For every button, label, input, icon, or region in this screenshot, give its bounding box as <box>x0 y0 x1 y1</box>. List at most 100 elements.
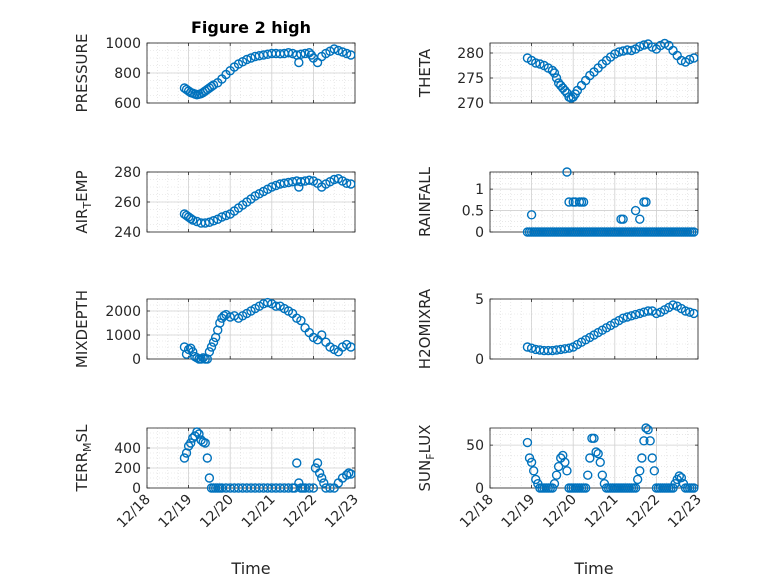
h2omixra-data-point <box>651 308 662 319</box>
terr-msl-x-tick-label: 12/21 <box>239 492 279 532</box>
terr-msl-x-tick-label: 12/23 <box>322 492 362 532</box>
sun-flux-data-point <box>676 473 687 483</box>
theta-data-point <box>535 59 545 69</box>
pressure-data-point <box>294 57 304 68</box>
h2omixra-data-point <box>626 311 637 321</box>
h2omixra-y-tick-label: 5 <box>475 292 484 308</box>
sun-flux-data-point <box>643 425 653 435</box>
sun-flux-data-point <box>549 479 560 489</box>
sun-flux-data-point <box>551 470 562 480</box>
terr-msl-data-point <box>341 470 352 480</box>
theta-data-point <box>639 40 649 50</box>
panel-theta: 270 275 280 THETA <box>416 38 699 112</box>
terr-msl-y-label: TERRMSL <box>73 424 94 493</box>
terr-msl-x-label: Time <box>230 559 270 578</box>
sun-flux-data-point <box>595 457 605 467</box>
terr-msl-data-point <box>312 458 323 468</box>
sun-flux-data-point <box>597 470 608 480</box>
sun-flux-data-point <box>526 457 537 467</box>
air-temp-data-point <box>346 179 356 189</box>
sun-flux-y-label: SUNFLUX <box>416 425 437 492</box>
pressure-y-label: PRESSURE <box>73 34 91 113</box>
pressure-y-tick-label: 600 <box>114 96 141 112</box>
terr-msl-data-point <box>325 483 335 493</box>
pressure-data-point <box>283 48 294 58</box>
sun-flux-data-point <box>522 437 533 448</box>
mixdepth-data-point <box>206 342 217 352</box>
air-temp-data-point <box>304 175 314 185</box>
terr-msl-y-tick-label: 400 <box>114 441 141 457</box>
pressure-data-point <box>341 48 352 59</box>
theta-data-point <box>551 73 562 83</box>
terr-msl-data-point <box>179 453 190 463</box>
air-temp-data-point <box>208 216 219 226</box>
h2omixra-data-point <box>618 313 628 323</box>
sun-flux-x-tick-label: 12/21 <box>582 492 622 532</box>
air-temp-y-tick-label: 260 <box>114 195 141 211</box>
terr-msl-x-tick-label: 12/19 <box>156 492 196 532</box>
rainfall-data-point <box>562 167 572 177</box>
sun-flux-data-point <box>674 471 684 481</box>
sun-flux-data-point <box>583 470 593 480</box>
rainfall-data-point <box>635 214 645 224</box>
sun-flux-x-label: Time <box>573 559 613 578</box>
mixdepth-y-label: MIXDEPTH <box>73 290 91 368</box>
theta-data-point <box>547 65 558 76</box>
terr-msl-x-tick-label: 12/22 <box>280 492 320 532</box>
theta-y-tick-label: 280 <box>457 46 484 62</box>
sun-flux-y-tick-label: 50 <box>466 438 484 454</box>
terr-msl-data-point <box>346 469 356 479</box>
theta-data-point <box>560 85 570 96</box>
terr-msl-x-tick-label: 12/20 <box>197 492 237 532</box>
terr-msl-data-point <box>292 458 302 468</box>
theta-data-point <box>626 45 637 56</box>
air-temp-y-tick-label: 280 <box>114 165 141 181</box>
h2omixra-data-point <box>668 300 678 310</box>
terr-msl-data-point <box>283 483 294 493</box>
rainfall-data-point <box>564 197 574 207</box>
pressure-data-point <box>346 50 356 60</box>
air-temp-data-point <box>204 217 215 227</box>
sun-flux-data-point <box>593 449 603 459</box>
terr-msl-data-point <box>200 438 210 448</box>
sun-flux-x-tick-label: 12/23 <box>665 492 705 532</box>
sun-flux-data-point <box>632 474 643 485</box>
sun-flux-data-point <box>647 453 657 463</box>
pressure-data-point <box>337 47 348 57</box>
mixdepth-axes-box <box>146 298 356 360</box>
theta-data-point <box>684 54 695 65</box>
air-temp-data-point <box>341 178 352 188</box>
mixdepth-data-point <box>215 318 225 328</box>
panel-air-temp: 240 260 280 AIRTEMP <box>73 165 356 241</box>
terr-msl-y-tick-label: 0 <box>132 481 141 497</box>
mixdepth-data-point <box>204 347 215 357</box>
air-temp-data-point <box>200 218 210 228</box>
sun-flux-data-point <box>553 461 564 472</box>
sun-flux-data-point <box>645 436 655 446</box>
pressure-data-point <box>246 53 256 63</box>
theta-data-point <box>689 53 699 63</box>
h2omixra-data-point <box>689 308 699 319</box>
sun-flux-x-tick-label: 12/19 <box>499 492 539 532</box>
terr-msl-data-point <box>314 468 325 478</box>
rainfall-data-point <box>630 205 641 216</box>
pressure-y-tick-label: 800 <box>114 66 141 82</box>
sun-flux-data-point <box>649 466 660 476</box>
sun-flux-axes-box <box>489 427 699 489</box>
panel-sun-flux: 0 50 12/18 12/19 12/20 12/21 12/22 12/23 SUNFLUX… <box>416 423 705 578</box>
terr-msl-data-point <box>308 483 319 493</box>
sun-flux-y-tick-label: 0 <box>475 481 484 497</box>
rainfall-y-tick-label: 0.5 <box>462 204 484 220</box>
rainfall-data-point <box>526 210 537 220</box>
rainfall-y-tick-label: 0 <box>475 225 484 241</box>
h2omixra-y-label: H2OMIXRA <box>416 288 434 369</box>
theta-data-point <box>531 58 541 68</box>
terr-msl-data-point <box>194 429 204 439</box>
sun-flux-data-point <box>689 483 699 493</box>
panel-rainfall: 0 0.5 1 RAINFALL <box>416 166 699 241</box>
terr-msl-y-tick-label: 200 <box>114 461 141 477</box>
terr-msl-data-point <box>192 427 202 437</box>
h2omixra-axes-box <box>489 298 699 360</box>
sun-flux-data-point <box>641 423 651 433</box>
theta-axes-box <box>489 42 699 104</box>
